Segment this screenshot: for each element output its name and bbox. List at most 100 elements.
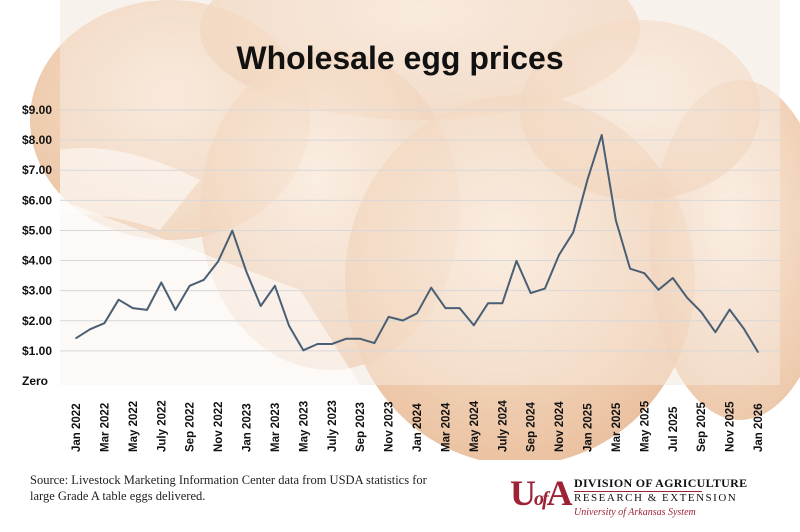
- data-point: [572, 231, 575, 234]
- data-point: [728, 308, 731, 311]
- logo-mark-u: U: [510, 473, 536, 513]
- y-tick-label: Zero: [22, 374, 48, 388]
- data-point: [288, 325, 290, 327]
- x-tick-label: Nov 2025: [725, 401, 737, 452]
- data-point: [132, 307, 134, 309]
- y-tick-label: $3.00: [22, 284, 52, 298]
- data-point: [529, 292, 532, 294]
- y-axis-labels: Zero $1.00 $2.00 $3.00 $4.00 $5.00 $6.00 $7.00 $…: [22, 103, 52, 388]
- data-point: [75, 337, 77, 340]
- y-tick-label: $8.00: [22, 133, 52, 147]
- data-point: [444, 307, 447, 309]
- data-point: [117, 298, 120, 301]
- data-point: [259, 305, 262, 307]
- chart-title: Wholesale egg prices: [236, 40, 564, 76]
- data-point: [274, 285, 276, 287]
- data-point: [501, 302, 504, 305]
- data-point: [89, 328, 92, 331]
- logo-mark: UofA: [510, 472, 573, 514]
- x-tick-label: Mar 2024: [440, 402, 452, 452]
- x-tick-label: Sep 2024: [526, 402, 538, 452]
- x-tick-label: Sep 2025: [696, 402, 708, 452]
- logo-research-extension: RESEARCH & EXTENSION: [574, 492, 738, 504]
- x-tick-label: Mar 2022: [99, 403, 111, 452]
- y-tick-label: $2.00: [22, 314, 52, 328]
- series-layer: [75, 134, 759, 353]
- x-tick-label: Jan 2022: [71, 403, 83, 452]
- gridlines: [60, 109, 780, 352]
- data-point: [757, 351, 759, 353]
- x-tick-label: Mar 2025: [611, 402, 623, 452]
- data-point: [217, 260, 219, 263]
- data-point: [515, 260, 518, 262]
- y-tick-label: $9.00: [22, 103, 52, 117]
- data-point: [544, 287, 546, 290]
- logo-mark-a: A: [546, 473, 573, 513]
- data-point: [302, 349, 305, 352]
- x-tick-label: Jan 2023: [242, 403, 254, 452]
- x-tick-label: Jan 2025: [583, 403, 595, 452]
- logo-rule: [574, 491, 702, 492]
- data-point: [700, 311, 702, 313]
- source-note: Source: Livestock Marketing Information …: [30, 473, 427, 503]
- egg-background: [30, 0, 800, 460]
- data-point: [103, 322, 106, 324]
- data-point: [657, 288, 660, 291]
- x-tick-label: Jan 2026: [753, 403, 765, 452]
- x-tick-label: July 2023: [327, 400, 339, 452]
- data-point: [615, 219, 617, 222]
- x-tick-label: Nov 2023: [384, 401, 396, 452]
- data-point: [473, 324, 475, 327]
- data-point: [558, 254, 560, 256]
- data-point: [430, 286, 433, 289]
- x-tick-label: May 2025: [639, 400, 651, 452]
- data-point: [742, 327, 745, 330]
- data-point: [643, 272, 646, 275]
- data-point: [160, 281, 163, 284]
- data-point: [387, 316, 390, 318]
- x-axis-labels: Jan 2022 Mar 2022 May 2022 July 2022 Sep 202…: [71, 400, 765, 452]
- data-point: [401, 319, 404, 322]
- data-point: [458, 307, 461, 309]
- data-point: [686, 296, 688, 299]
- logo-university: University of Arkansas System: [574, 507, 696, 518]
- data-point: [330, 343, 333, 345]
- x-tick-label: Nov 2022: [213, 401, 225, 452]
- logo-mark-of: of: [534, 488, 549, 510]
- data-point: [231, 229, 234, 232]
- x-tick-label: May 2022: [128, 401, 140, 452]
- y-tick-label: $6.00: [22, 193, 52, 207]
- y-tick-label: $7.00: [22, 163, 52, 177]
- line-chart: Zero $1.00 $2.00 $3.00 $4.00 $5.00 $6.00 $7.00 $…: [22, 0, 800, 460]
- data-point: [416, 312, 418, 315]
- data-point: [487, 302, 489, 305]
- x-tick-label: Jan 2024: [412, 403, 424, 452]
- data-point: [245, 271, 248, 273]
- x-tick-label: July 2024: [497, 400, 509, 452]
- x-tick-label: July 2022: [156, 400, 168, 452]
- y-tick-label: $4.00: [22, 254, 52, 268]
- x-tick-label: May 2024: [469, 400, 481, 452]
- data-point: [345, 338, 347, 340]
- x-tick-label: Sep 2022: [185, 402, 197, 452]
- logo-division: DIVISION OF AGRICULTURE: [574, 476, 748, 490]
- data-point: [714, 331, 717, 334]
- x-tick-label: Jul 2025: [668, 406, 680, 452]
- data-point: [600, 134, 603, 136]
- data-point: [174, 309, 177, 311]
- x-tick-label: Nov 2024: [554, 401, 566, 452]
- data-point: [629, 267, 631, 270]
- x-tick-label: Mar 2023: [270, 403, 282, 452]
- data-point: [188, 285, 191, 287]
- data-point: [146, 309, 148, 311]
- y-tick-label: $1.00: [22, 344, 52, 358]
- data-point: [586, 178, 589, 181]
- data-point: [359, 338, 361, 340]
- data-point: [671, 277, 674, 279]
- x-tick-label: May 2023: [298, 401, 310, 452]
- uark-logo: UofA DIVISION OF AGRICULTURE RESEARCH & …: [510, 470, 800, 530]
- y-tick-label: $5.00: [22, 223, 52, 237]
- data-point: [373, 342, 376, 344]
- x-tick-label: Sep 2023: [355, 402, 367, 452]
- chart-area: Zero $1.00 $2.00 $3.00 $4.00 $5.00 $6.00 $7.00 $…: [22, 0, 800, 460]
